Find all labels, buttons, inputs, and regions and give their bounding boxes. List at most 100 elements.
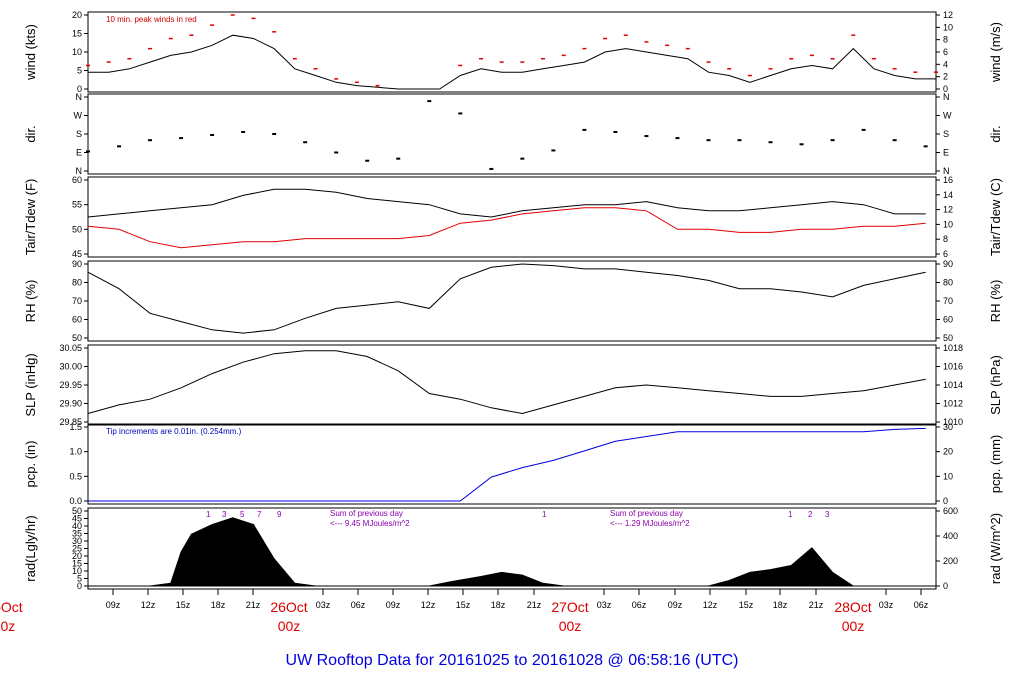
x-tick-label: 06z	[351, 600, 366, 610]
rad-mark: 5	[240, 510, 245, 519]
day-hour-label: 00z	[278, 618, 301, 634]
temp-panel: Tair/Tdew (F) Tair/Tdew (C) 45 50 55 60 6 8 10 12…	[23, 175, 1003, 259]
rad-ytick-label: 40	[72, 521, 82, 531]
x-tick-label: 09z	[386, 600, 401, 610]
rad-annotation: Sum of previous day	[610, 509, 683, 518]
rh-ylabel-right: RH (%)	[988, 280, 1003, 323]
slp-frame	[87, 344, 937, 426]
time-axis: 09z 12z 15z 18z 21z 03z 06z 09z 12z 15z 18z 21z 03z 0…	[0, 589, 929, 634]
panels: wind (kts) wind (m/s)0510152002468101210 …	[23, 10, 1003, 591]
rh-ytick-label: 50	[943, 333, 953, 343]
day-label: 27Oct	[551, 599, 588, 615]
rad-ytick-label: 35	[72, 529, 82, 539]
slp-ytick-label: 1014	[943, 380, 963, 390]
x-tick-label: 06z	[632, 600, 647, 610]
pcp-panel: pcp. (in) pcp. (mm) 0.0 0.5 1.0 1.5 0 10 20 30 Tip…	[23, 422, 1003, 506]
dir-ytick-label: E	[76, 148, 82, 158]
slp-ytick-label: 30.05	[59, 343, 82, 353]
temp-ytick-label: 14	[943, 190, 953, 200]
rad-ytick-label: 10	[72, 566, 82, 576]
slp-ytick-label: 29.90	[59, 399, 82, 409]
x-tick-label: 09z	[668, 600, 683, 610]
rad-ylabel-right: rad (W/m^2)	[988, 513, 1003, 584]
slp-panel: SLP (inHg) SLP (hPa) 29.85 29.90 29.95 30.00 3…	[23, 343, 1003, 427]
dir-ytick-label: S	[76, 129, 82, 139]
dir-ytick-label: E	[943, 148, 949, 158]
dir-ytick-label: N	[943, 92, 950, 102]
rad-ytick-label: 30	[72, 536, 82, 546]
wind-annotation: 10 min. peak winds in red	[106, 15, 197, 24]
dir-ylabel-right: dir.	[988, 125, 1003, 142]
wind-ytick-label: 6	[943, 47, 948, 57]
rad-mark: 7	[257, 510, 262, 519]
wind-ytick-label: 0	[943, 84, 948, 94]
wind-ytick-label: 5	[77, 66, 82, 76]
temp-ylabel-left: Tair/Tdew (F)	[23, 179, 38, 256]
x-tick-label: 12z	[141, 600, 156, 610]
wind-ylabel-right: wind (m/s)	[988, 22, 1003, 83]
slp-ytick-label: 1018	[943, 343, 963, 353]
dir-ytick-label: S	[943, 129, 949, 139]
rh-ytick-label: 60	[72, 315, 82, 325]
rh-ytick-label: 80	[943, 278, 953, 288]
wind-ytick-label: 4	[943, 59, 948, 69]
rad-mark: 1	[206, 510, 211, 519]
dir-frame	[87, 93, 937, 175]
rh-frame	[87, 260, 937, 342]
dir-ytick-label: W	[943, 111, 952, 121]
day-label: 25Oct	[0, 599, 23, 615]
rh-ytick-label: 90	[72, 259, 82, 269]
pcp-ytick-label: 1.5	[69, 422, 82, 432]
wind-ytick-label: 20	[72, 10, 82, 20]
x-tick-label: 03z	[316, 600, 331, 610]
wind-ylabel-left: wind (kts)	[23, 24, 38, 81]
x-tick-label: 15z	[456, 600, 471, 610]
dir-ytick-label: N	[76, 92, 83, 102]
rad-panel: rad(Lgly/hr) rad (W/m^2)05101520253035404…	[23, 506, 1003, 591]
pcp-ytick-label: 10	[943, 471, 953, 481]
temp-ytick-label: 10	[943, 219, 953, 229]
wind-ytick-label: 12	[943, 10, 953, 20]
temp-frame	[87, 176, 937, 258]
rad-mark: 3	[222, 510, 227, 519]
x-tick-label: 03z	[879, 600, 894, 610]
temp-line-0	[87, 188, 926, 218]
x-tick-label: 12z	[421, 600, 436, 610]
rad-ytick-label: 25	[72, 544, 82, 554]
x-tick-label: 21z	[809, 600, 824, 610]
pcp-ylabel-left: pcp. (in)	[23, 441, 38, 488]
slp-ytick-label: 1012	[943, 399, 963, 409]
rad-mark: 3	[825, 510, 830, 519]
rh-ytick-label: 70	[72, 296, 82, 306]
slp-ylabel-left: SLP (inHg)	[23, 353, 38, 416]
wind-panel: wind (kts) wind (m/s) 0 5 10 15 20 0 2 4 6 8 10 12 10 …	[23, 10, 1003, 94]
slp-line-0	[87, 350, 926, 415]
temp-ytick-label: 60	[72, 175, 82, 185]
x-tick-label: 15z	[739, 600, 754, 610]
wind-ytick-label: 2	[943, 72, 948, 82]
pcp-ytick-label: 30	[943, 422, 953, 432]
day-hour-label: 00z	[559, 618, 582, 634]
dir-ylabel-left: dir.	[23, 125, 38, 142]
x-tick-label: 06z	[914, 600, 929, 610]
rad-ytick-label: 200	[943, 556, 958, 566]
temp-ytick-label: 55	[72, 200, 82, 210]
rad-annotation: <--- 1.29 MJoules/m^2	[610, 519, 690, 528]
temp-ytick-label: 12	[943, 205, 953, 215]
x-tick-label: 18z	[491, 600, 506, 610]
rh-ylabel-left: RH (%)	[23, 280, 38, 323]
rad-ytick-label: 15	[72, 559, 82, 569]
x-tick-label: 09z	[106, 600, 121, 610]
temp-ytick-label: 45	[72, 249, 82, 259]
slp-ylabel-right: SLP (hPa)	[988, 355, 1003, 415]
x-tick-label: 12z	[703, 600, 718, 610]
slp-ytick-label: 1010	[943, 417, 963, 427]
rad-ytick-label: 600	[943, 506, 958, 516]
temp-ytick-label: 6	[943, 249, 948, 259]
rad-annotation: Sum of previous day	[330, 509, 403, 518]
wind-line-0	[88, 34, 936, 90]
temp-line-1	[87, 207, 926, 249]
x-tick-label: 21z	[246, 600, 261, 610]
